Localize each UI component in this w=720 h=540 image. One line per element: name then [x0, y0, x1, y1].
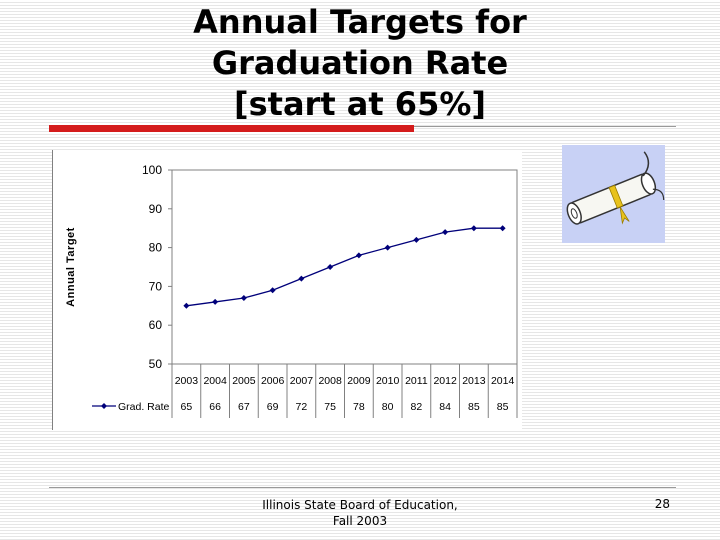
- x-tick-label: 2011: [405, 375, 428, 387]
- diploma-scroll-icon: [562, 145, 665, 243]
- title-accent-bar: [49, 125, 414, 132]
- x-tick-label: 2013: [462, 375, 486, 387]
- y-tick-label: 90: [149, 202, 163, 216]
- legend-label: Grad. Rate: [118, 401, 170, 413]
- data-point: [499, 225, 506, 232]
- data-table-value: 75: [324, 401, 336, 413]
- data-point: [212, 298, 219, 305]
- data-table-value: 66: [209, 401, 221, 413]
- x-tick-label: 2004: [203, 375, 227, 387]
- page-number: 28: [654, 497, 670, 511]
- series-line: [186, 227, 503, 307]
- data-point: [240, 295, 247, 302]
- y-tick-label: 60: [149, 318, 163, 332]
- x-tick-label: 2006: [261, 375, 285, 387]
- data-table-value: 65: [181, 401, 193, 413]
- data-point: [442, 229, 449, 236]
- x-tick-label: 2010: [376, 375, 400, 387]
- data-point: [183, 302, 190, 309]
- footer-line-1: Illinois State Board of Education,: [262, 498, 458, 512]
- y-tick-label: 100: [142, 163, 162, 177]
- data-table-value: 85: [497, 401, 509, 413]
- y-axis-label: Annual Target: [65, 227, 77, 307]
- x-tick-label: 2009: [347, 375, 371, 387]
- x-tick-label: 2012: [433, 375, 457, 387]
- x-tick-label: 2014: [491, 375, 515, 387]
- data-table-value: 84: [439, 401, 451, 413]
- data-table-value: 67: [238, 401, 250, 413]
- data-point: [327, 264, 334, 270]
- data-point: [298, 275, 305, 282]
- x-tick-label: 2003: [175, 375, 199, 387]
- x-tick-label: 2007: [290, 375, 314, 387]
- legend-marker: [101, 403, 107, 409]
- chart-layer: 50 60 70 80 90 100 Annual Target 2003 2004 2005 20…: [65, 163, 518, 418]
- data-table-value: 69: [267, 401, 279, 413]
- y-tick-label: 50: [149, 357, 163, 371]
- title-divider-line: [414, 126, 676, 127]
- data-table-value: 85: [468, 401, 480, 413]
- slide-title: Annual Targets for Graduation Rate [star…: [110, 2, 610, 125]
- footer-line-2: Fall 2003: [332, 514, 388, 528]
- x-tick-label: 2008: [318, 375, 342, 387]
- data-point: [355, 252, 362, 259]
- y-tick-label: 80: [149, 241, 163, 255]
- data-table-value: 80: [382, 401, 394, 413]
- slide-title-line-2: Graduation Rate: [211, 44, 509, 82]
- data-table-value: 72: [296, 401, 308, 413]
- data-point: [470, 225, 477, 232]
- data-table-value: 78: [353, 401, 365, 413]
- data-point: [269, 287, 276, 294]
- data-table-value: 82: [411, 401, 423, 413]
- data-point: [413, 236, 420, 243]
- slide-title-line-1: Annual Targets for: [193, 3, 527, 41]
- slide-title-line-3: [start at 65%]: [233, 85, 487, 123]
- data-point: [384, 244, 391, 251]
- chart-frame: 50 60 70 80 90 100 Annual Target 2003 2004 2005 20…: [52, 150, 522, 430]
- plot-area: [171, 169, 518, 365]
- y-tick-label: 70: [149, 279, 163, 293]
- footer-divider-line: [49, 487, 676, 488]
- x-tick-label: 2005: [232, 375, 256, 387]
- footer-source: Illinois State Board of Education, Fall …: [240, 497, 480, 529]
- graduation-rate-chart: 50 60 70 80 90 100 Annual Target 2003 2004 2005 20…: [52, 150, 518, 430]
